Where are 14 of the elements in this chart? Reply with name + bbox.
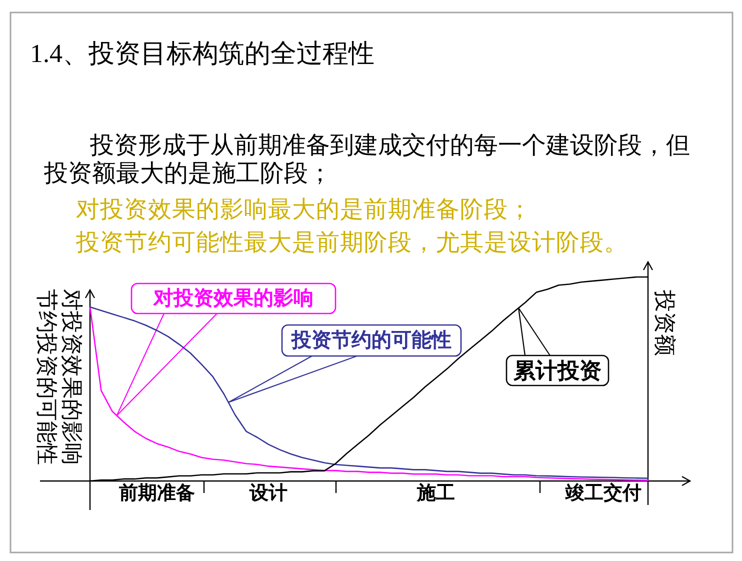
title: 1.4、投资目标构筑的全过程性 bbox=[30, 39, 374, 68]
x-tick-label: 设计 bbox=[250, 483, 288, 504]
annotation: 投资节约可能性最大是前期阶段，尤其是设计阶段。 bbox=[76, 230, 628, 256]
annotation: 对投资效果的影响最大的是前期准备阶段； bbox=[76, 197, 532, 223]
ylabel: 对投资效果的影响节约投资的可能性 bbox=[34, 289, 84, 465]
series-label: 对投资效果的影响 bbox=[130, 282, 336, 314]
legend-label: 累计投资 bbox=[512, 358, 602, 383]
x-tick-label: 前期准备 bbox=[118, 483, 195, 504]
x-tick-label: 竣工交付 bbox=[565, 483, 642, 504]
x-tick-label: 施工 bbox=[416, 483, 455, 504]
series-label: 投资节约的可能性 bbox=[281, 324, 462, 357]
subtitle: 投资形成于从前期准备到建成交付的每一个建设阶段，但投资额最大的是施工阶段； bbox=[44, 133, 690, 187]
series-label: 累计投资 bbox=[506, 354, 610, 386]
y2label: 投资额 bbox=[652, 290, 678, 356]
